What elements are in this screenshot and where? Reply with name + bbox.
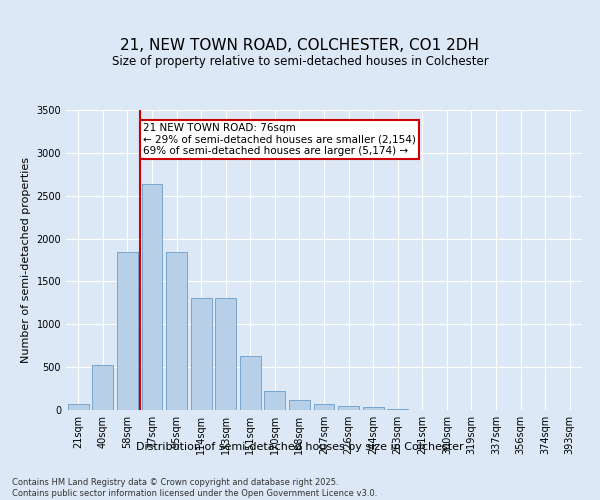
Bar [289,400,310,410]
Bar [338,406,359,410]
Bar [362,408,383,410]
Bar [142,184,163,410]
Bar [215,298,236,410]
Text: Size of property relative to semi-detached houses in Colchester: Size of property relative to semi-detach… [112,54,488,68]
Text: Distribution of semi-detached houses by size in Colchester: Distribution of semi-detached houses by … [136,442,464,452]
Bar [92,366,113,410]
Text: 21, NEW TOWN ROAD, COLCHESTER, CO1 2DH: 21, NEW TOWN ROAD, COLCHESTER, CO1 2DH [121,38,479,52]
Bar [265,391,286,410]
Bar [117,252,138,410]
Text: Contains HM Land Registry data © Crown copyright and database right 2025.
Contai: Contains HM Land Registry data © Crown c… [12,478,377,498]
Bar [314,404,334,410]
Text: 21 NEW TOWN ROAD: 76sqm
← 29% of semi-detached houses are smaller (2,154)
69% of: 21 NEW TOWN ROAD: 76sqm ← 29% of semi-de… [143,123,416,156]
Bar [191,298,212,410]
Y-axis label: Number of semi-detached properties: Number of semi-detached properties [21,157,31,363]
Bar [166,252,187,410]
Bar [68,404,89,410]
Bar [240,356,261,410]
Bar [387,409,408,410]
